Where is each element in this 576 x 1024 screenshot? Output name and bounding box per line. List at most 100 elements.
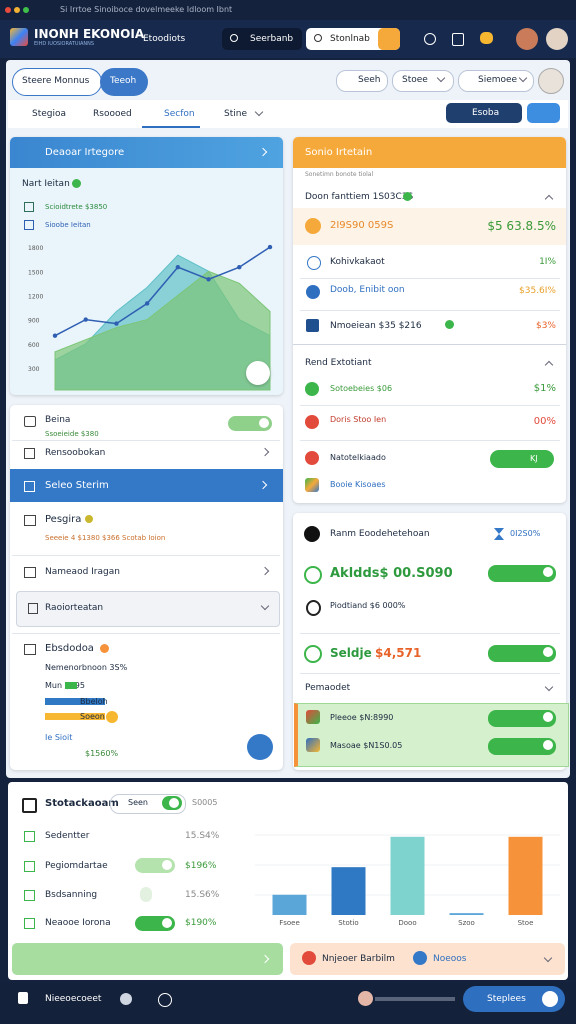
bottom-row-label: Pegiomdartae <box>45 861 108 871</box>
toggle[interactable] <box>162 796 182 810</box>
icon[interactable] <box>424 33 436 45</box>
button[interactable] <box>336 70 388 92</box>
toggle[interactable] <box>488 565 556 582</box>
icon[interactable] <box>480 32 493 44</box>
separator <box>300 673 560 674</box>
tab-action2[interactable] <box>527 103 560 123</box>
icon <box>305 218 321 234</box>
area <box>54 270 271 391</box>
area-chart: 300 600 900 1200 1500 1800 Scioidtrete $3850 Si… <box>28 203 273 391</box>
icon <box>304 645 322 663</box>
pill[interactable] <box>12 68 102 96</box>
green-button[interactable] <box>12 943 283 975</box>
toggle[interactable] <box>135 858 175 873</box>
bar <box>272 894 307 915</box>
icon <box>24 481 35 492</box>
info-card <box>293 137 566 503</box>
toggle <box>140 887 152 902</box>
icon <box>24 890 35 901</box>
close-button[interactable] <box>378 28 400 50</box>
checkbox <box>24 448 35 459</box>
point <box>144 301 150 306</box>
icon[interactable] <box>120 993 132 1005</box>
summary-row: Mun $595 <box>45 681 85 690</box>
pill2[interactable] <box>100 68 148 96</box>
close <box>5 7 11 13</box>
stats-header: Ranm Eoodehetehoan <box>330 529 430 539</box>
progress <box>45 698 105 705</box>
summary-row: Bbeloh <box>80 697 108 706</box>
row-button[interactable] <box>490 450 554 468</box>
orange-button[interactable] <box>290 943 565 975</box>
bottom-title: Stotackaoam <box>45 798 119 809</box>
button-text: Seeh <box>358 75 381 85</box>
bottom-row-value: 15.S4% <box>185 831 220 841</box>
toggle[interactable] <box>135 916 175 931</box>
row-label: Booie Kisoaes <box>330 480 386 489</box>
toggle[interactable] <box>488 710 556 727</box>
section-title: Doon fanttiem 1S03C3S <box>305 192 414 202</box>
search2-text: Stonlnab <box>330 34 370 44</box>
x-tick-label: Fsoee <box>279 919 300 927</box>
bottom-row-label: Sedentter <box>45 831 90 841</box>
bar <box>508 836 543 915</box>
tab[interactable]: Secfon <box>164 109 195 119</box>
toggle[interactable] <box>488 645 556 662</box>
check <box>72 179 81 188</box>
row-label: Doob, Enibit oon <box>330 285 405 295</box>
row-value: $1% <box>533 383 556 394</box>
tab[interactable]: Rsoooed <box>93 109 132 119</box>
row-button-text: KJ <box>530 454 538 463</box>
note: Sonetimn bonote tiolal <box>305 171 374 178</box>
row-label: Nmoeiean $35 $216 <box>330 321 422 331</box>
tab[interactable]: Stegioa <box>32 109 67 119</box>
item[interactable]: Nameaod Iragan <box>45 567 120 577</box>
nav[interactable]: Etoodiots <box>143 34 186 44</box>
progress-track <box>375 997 455 1001</box>
row-value: $3% <box>535 321 556 331</box>
min <box>14 7 20 13</box>
chart-card-subtitle: Nart Ieitan <box>22 179 70 189</box>
toggle[interactable] <box>488 738 556 755</box>
legend-icon <box>24 220 34 230</box>
row-label: Sotoebeies $06 <box>330 384 393 393</box>
window-title: Si Irrtoe Sinoiboce dovelmeeke Idloom Ib… <box>60 5 233 14</box>
icon <box>302 951 316 965</box>
icon <box>306 319 319 332</box>
chart-card-title: Deaoar Irtegore <box>45 147 125 158</box>
dropdown[interactable] <box>16 591 280 627</box>
x-tick-label: Stotio <box>338 919 358 927</box>
summary-link[interactable]: Ie Sioit <box>45 733 73 742</box>
search2[interactable] <box>306 28 400 50</box>
row-value: 00% <box>533 416 556 427</box>
bottom-row-value: 15.S6% <box>185 890 220 900</box>
button-text: Noeoos <box>433 954 467 964</box>
status <box>106 711 118 723</box>
pill2-text: Teeoh <box>110 76 137 86</box>
point <box>83 317 88 322</box>
y-tick-label: 900 <box>28 318 40 325</box>
section-title: Rend Extotiant <box>305 358 372 368</box>
separator <box>300 278 560 279</box>
bar <box>390 836 425 915</box>
icon[interactable] <box>452 33 464 46</box>
legend-entry: Scioidtrete $3850 <box>45 203 107 211</box>
play-button[interactable] <box>246 361 270 385</box>
search[interactable] <box>222 28 302 50</box>
icon[interactable] <box>158 993 172 1007</box>
search[interactable] <box>110 794 186 814</box>
button[interactable] <box>392 70 454 92</box>
item[interactable]: Rensoobokan <box>45 448 106 458</box>
button[interactable] <box>458 70 534 92</box>
selected-row[interactable] <box>10 469 283 502</box>
icon <box>307 256 321 270</box>
tab[interactable]: Stine <box>224 109 247 119</box>
icon <box>28 603 38 614</box>
tab-action[interactable] <box>446 103 522 123</box>
fab[interactable] <box>247 734 273 760</box>
toggle[interactable] <box>228 416 272 431</box>
bottom-row-value: $190% <box>185 918 217 928</box>
